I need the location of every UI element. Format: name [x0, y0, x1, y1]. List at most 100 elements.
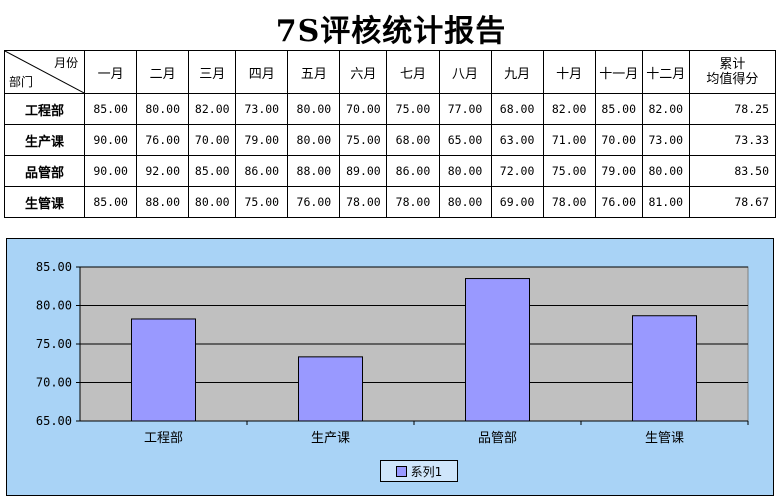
corner-dept-label: 部门	[9, 75, 34, 89]
score-cell: 76.00	[594, 186, 643, 218]
chart-area: 65.00 70.00 75.00 80.00 85.00 工程部 生产课 品管部 生管课 系列…	[6, 238, 774, 496]
score-cell: 80.00	[188, 186, 237, 218]
month-header: 五月	[287, 50, 341, 94]
y-tick-label: 65.00	[36, 414, 72, 428]
y-tick-label: 75.00	[36, 337, 72, 351]
score-cell: 73.00	[641, 124, 690, 156]
bar-chart: 65.00 70.00 75.00 80.00 85.00 工程部 生产课 品管部 生管课	[36, 260, 749, 446]
x-category-label: 生管课	[645, 431, 684, 446]
month-header: 六月	[339, 50, 388, 94]
legend-swatch	[395, 465, 407, 477]
score-cell: 85.00	[188, 155, 237, 187]
score-cell: 75.00	[339, 124, 388, 156]
score-cell: 82.00	[542, 93, 596, 125]
score-cell: 82.00	[641, 93, 690, 125]
score-cell: 89.00	[339, 155, 388, 187]
score-cell: 73.00	[235, 93, 289, 125]
score-cell: 68.00	[490, 93, 544, 125]
table-row: 生管课 85.00 88.00 80.00 75.00 76.00 78.00 78.00 80…	[3, 186, 777, 218]
y-tick-label: 70.00	[36, 376, 72, 390]
table-row: 生产课 90.00 76.00 70.00 79.00 80.00 75.00 68.00 65…	[3, 124, 777, 156]
score-cell: 78.00	[386, 186, 440, 218]
corner-month-label: 月份	[54, 56, 79, 70]
score-cell: 72.00	[490, 155, 544, 187]
score-cell: 75.00	[386, 93, 440, 125]
y-tick-label: 80.00	[36, 299, 72, 313]
score-table: 月份 部门 一月 二月 三月 四月 五月 六月 七月 八月 九月 十月 十一月 …	[3, 50, 777, 218]
score-cell: 70.00	[339, 93, 388, 125]
score-cell: 79.00	[594, 155, 643, 187]
score-cell: 88.00	[287, 155, 341, 187]
score-cell: 85.00	[594, 93, 643, 125]
score-cell: 85.00	[84, 93, 138, 125]
score-cell: 78.00	[542, 186, 596, 218]
score-cell: 80.00	[438, 155, 492, 187]
score-cell: 71.00	[542, 124, 596, 156]
cumulative-header-line1: 累计	[719, 57, 746, 72]
score-cell: 75.00	[235, 186, 289, 218]
average-cell: 83.50	[688, 155, 777, 187]
bar-3	[632, 315, 697, 422]
score-cell: 86.00	[386, 155, 440, 187]
score-cell: 80.00	[641, 155, 690, 187]
score-cell: 69.00	[490, 186, 544, 218]
cumulative-average-header: 累计 均值得分	[688, 50, 777, 94]
score-cell: 68.00	[386, 124, 440, 156]
x-category-label: 工程部	[144, 431, 183, 446]
score-cell: 63.00	[490, 124, 544, 156]
month-header: 十月	[542, 50, 596, 94]
month-header: 一月	[84, 50, 138, 94]
dept-cell: 生产课	[3, 124, 86, 156]
average-cell: 78.25	[688, 93, 777, 125]
corner-header-cell: 月份 部门	[3, 50, 86, 94]
dept-cell: 生管课	[3, 186, 86, 218]
cumulative-header-line2: 均值得分	[706, 72, 759, 87]
score-cell: 90.00	[84, 155, 138, 187]
bar-1	[298, 356, 363, 422]
average-cell: 73.33	[688, 124, 777, 156]
average-cell: 78.67	[688, 186, 777, 218]
dept-cell: 工程部	[3, 93, 86, 125]
score-cell: 70.00	[594, 124, 643, 156]
score-cell: 86.00	[235, 155, 289, 187]
score-cell: 90.00	[84, 124, 138, 156]
dept-cell: 品管部	[3, 155, 86, 187]
x-category-label: 品管部	[478, 431, 517, 446]
score-cell: 70.00	[188, 124, 237, 156]
month-header: 十二月	[641, 50, 690, 94]
x-category-label: 生产课	[311, 431, 350, 446]
score-cell: 77.00	[438, 93, 492, 125]
chart-legend: 系列1	[380, 460, 458, 482]
table-row: 品管部 90.00 92.00 85.00 86.00 88.00 89.00 86.00 80…	[3, 155, 777, 187]
score-cell: 78.00	[339, 186, 388, 218]
score-cell: 88.00	[136, 186, 190, 218]
score-cell: 76.00	[287, 186, 341, 218]
table-header-row: 月份 部门 一月 二月 三月 四月 五月 六月 七月 八月 九月 十月 十一月 …	[3, 50, 777, 94]
month-header: 七月	[386, 50, 440, 94]
score-cell: 82.00	[188, 93, 237, 125]
y-tick-label: 85.00	[36, 260, 72, 274]
month-header: 三月	[188, 50, 237, 94]
bar-0	[131, 318, 196, 422]
diagonal-divider	[5, 51, 85, 93]
score-cell: 65.00	[438, 124, 492, 156]
month-header: 四月	[235, 50, 289, 94]
report-title: 7S评核统计报告	[275, 14, 507, 49]
month-header: 二月	[136, 50, 190, 94]
score-cell: 80.00	[438, 186, 492, 218]
score-cell: 81.00	[641, 186, 690, 218]
bar-2	[465, 278, 530, 422]
month-header: 九月	[490, 50, 544, 94]
score-cell: 79.00	[235, 124, 289, 156]
table-row: 工程部 85.00 80.00 82.00 73.00 80.00 70.00 75.00 77…	[3, 93, 777, 125]
score-cell: 80.00	[136, 93, 190, 125]
score-cell: 75.00	[542, 155, 596, 187]
score-cell: 92.00	[136, 155, 190, 187]
score-cell: 85.00	[84, 186, 138, 218]
score-cell: 80.00	[287, 93, 341, 125]
month-header: 十一月	[594, 50, 643, 94]
score-cell: 80.00	[287, 124, 341, 156]
month-header: 八月	[438, 50, 492, 94]
legend-label: 系列1	[410, 464, 443, 479]
score-cell: 76.00	[136, 124, 190, 156]
